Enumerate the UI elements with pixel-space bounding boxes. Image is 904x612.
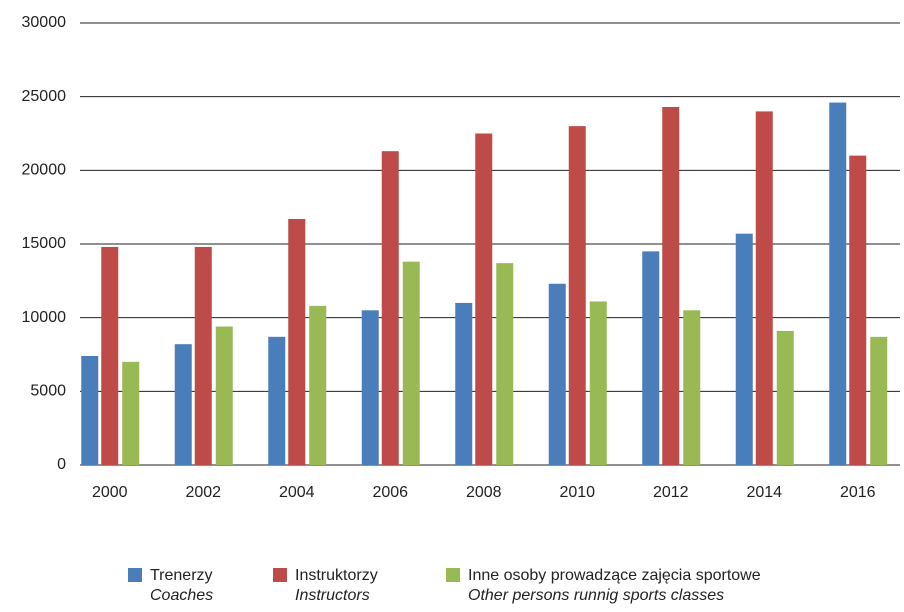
legend-swatch [273,568,287,582]
legend-sublabel: Instructors [295,587,370,604]
legend-label: Instruktorzy [295,567,378,584]
bar [215,326,233,465]
y-tick-label: 0 [57,456,66,473]
y-tick-label: 10000 [22,309,67,326]
bar [849,155,867,465]
legend-swatch [128,568,142,582]
bar [662,106,680,465]
x-tick-label: 2010 [559,484,595,501]
y-tick-label: 15000 [22,235,67,252]
x-tick-label: 2006 [372,484,408,501]
bar [475,133,493,465]
bar [755,111,773,466]
bar [402,261,420,465]
bar [122,361,140,465]
bar [735,233,753,465]
bar [361,310,379,465]
legend-sublabel: Other persons runnig sports classes [468,587,724,604]
x-tick-label: 2002 [185,484,221,501]
bar [496,263,514,465]
x-tick-label: 2008 [466,484,502,501]
legend-label: Inne osoby prowadzące zajęcia sportowe [468,567,761,584]
y-tick-label: 25000 [22,88,67,105]
legend-sublabel: Coaches [150,587,213,604]
bar [642,251,660,465]
y-tick-label: 5000 [30,383,66,400]
bar [309,305,327,465]
y-tick-label: 20000 [22,162,67,179]
bar [589,301,607,465]
legend-label: Trenerzy [150,567,213,584]
bar [101,246,119,465]
x-tick-label: 2016 [840,484,876,501]
bar [288,218,306,465]
bar [548,283,566,465]
bar [81,355,99,465]
bar [870,336,888,465]
bar [194,246,212,465]
x-tick-label: 2000 [92,484,128,501]
bar [174,344,192,465]
y-tick-label: 30000 [22,14,67,31]
x-tick-label: 2004 [279,484,315,501]
x-tick-label: 2012 [653,484,689,501]
bar [268,336,286,465]
legend-swatch [446,568,460,582]
bar [829,102,847,465]
x-tick-label: 2014 [746,484,782,501]
bar [683,310,701,465]
bar [568,126,586,465]
bar [381,151,399,465]
bar [776,330,794,465]
bar [455,302,473,465]
